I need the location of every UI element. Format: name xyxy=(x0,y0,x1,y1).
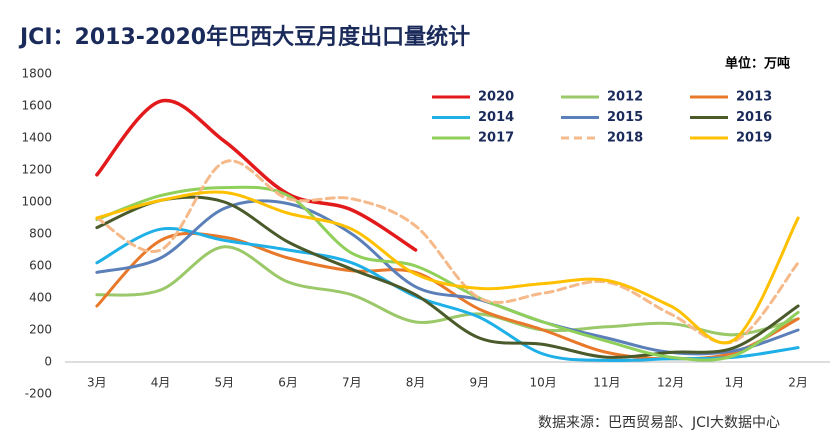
x-tick-label: 2月 xyxy=(788,376,808,390)
x-tick-label: 7月 xyxy=(342,376,362,390)
series-line xyxy=(95,245,800,337)
series-line xyxy=(95,185,800,362)
x-tick-label: 4月 xyxy=(151,376,171,390)
y-tick-label: 1000 xyxy=(21,195,52,209)
y-tick-label: -200 xyxy=(25,387,52,401)
y-tick-label: 1600 xyxy=(21,99,52,113)
series-line xyxy=(95,98,418,252)
x-tick-label: 12月 xyxy=(657,376,684,390)
legend-label: 2015 xyxy=(607,110,643,125)
y-tick-label: 1800 xyxy=(21,67,52,81)
x-tick-label: 10月 xyxy=(529,376,556,390)
x-tick-label: 3月 xyxy=(87,376,107,390)
y-tick-label: 200 xyxy=(29,323,52,337)
y-tick-label: 400 xyxy=(29,291,52,305)
x-tick-label: 9月 xyxy=(470,376,490,390)
legend-label: 2016 xyxy=(736,110,772,125)
legend-label: 2020 xyxy=(478,90,514,105)
series-line xyxy=(95,190,800,345)
series-line xyxy=(95,195,800,359)
legend-label: 2014 xyxy=(478,110,514,125)
y-tick-label: 1200 xyxy=(21,163,52,177)
x-tick-label: 8月 xyxy=(406,376,426,390)
x-tick-label: 5月 xyxy=(215,376,235,390)
x-tick-label: 6月 xyxy=(278,376,298,390)
legend-label: 2012 xyxy=(607,90,643,105)
legend-label: 2019 xyxy=(736,131,772,146)
legend-label: 2013 xyxy=(736,90,772,105)
y-tick-label: 0 xyxy=(44,355,52,369)
x-tick-label: 11月 xyxy=(593,376,620,390)
legend-label: 2018 xyxy=(607,131,643,146)
source: 数据来源：巴西贸易部、JCI大数据中心 xyxy=(538,415,780,431)
legend-label: 2017 xyxy=(478,131,514,146)
chart-title: JCI：2013-2020年巴西大豆月度出口量统计 xyxy=(18,24,470,50)
series-line xyxy=(95,199,800,356)
series-line xyxy=(95,159,800,345)
unit-label: 单位：万吨 xyxy=(725,56,790,72)
y-tick-label: 1400 xyxy=(21,131,52,145)
y-tick-label: 600 xyxy=(29,259,52,273)
y-tick-label: 800 xyxy=(29,227,52,241)
x-tick-label: 1月 xyxy=(725,376,745,390)
